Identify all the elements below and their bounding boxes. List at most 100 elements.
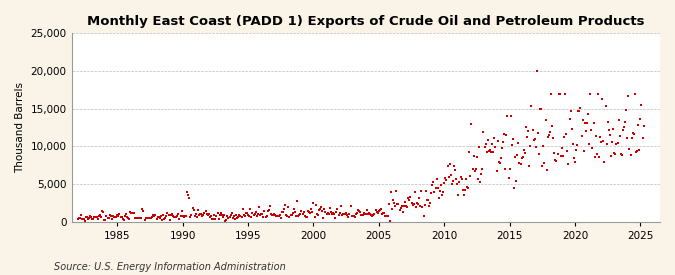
Point xyxy=(348,214,358,218)
Point xyxy=(402,205,412,209)
Point xyxy=(533,131,543,135)
Point xyxy=(207,217,217,221)
Point xyxy=(560,91,570,96)
Point xyxy=(118,218,129,222)
Point xyxy=(585,91,595,96)
Point xyxy=(254,213,265,218)
Point xyxy=(251,214,262,218)
Point xyxy=(558,154,568,159)
Point xyxy=(272,214,283,218)
Point xyxy=(513,141,524,146)
Point xyxy=(610,152,621,157)
Point xyxy=(587,146,598,150)
Point xyxy=(491,169,502,174)
Point xyxy=(114,211,125,216)
Point xyxy=(421,198,432,203)
Point xyxy=(217,213,227,217)
Point xyxy=(339,211,350,216)
Point xyxy=(596,140,607,145)
Point xyxy=(504,167,515,172)
Point xyxy=(527,128,538,132)
Point xyxy=(164,218,175,222)
Point xyxy=(433,196,444,200)
Point xyxy=(203,212,214,217)
Point xyxy=(307,210,318,214)
Point xyxy=(96,215,107,219)
Point xyxy=(469,169,480,173)
Point xyxy=(458,193,469,198)
Point xyxy=(213,217,224,222)
Point xyxy=(401,204,412,208)
Point xyxy=(614,134,625,139)
Point xyxy=(613,117,624,122)
Point xyxy=(288,207,299,211)
Point xyxy=(316,205,327,209)
Point xyxy=(446,173,456,177)
Point xyxy=(325,210,336,214)
Point xyxy=(161,213,171,218)
Point xyxy=(346,213,357,218)
Point xyxy=(284,215,295,219)
Point xyxy=(98,210,109,214)
Point xyxy=(541,168,552,172)
Point xyxy=(252,212,263,216)
Point xyxy=(291,214,302,218)
Point xyxy=(556,154,566,158)
Point xyxy=(245,207,256,211)
Point xyxy=(212,211,223,216)
Point xyxy=(222,213,233,218)
Point xyxy=(246,214,256,219)
Point xyxy=(539,161,550,165)
Point xyxy=(545,91,556,96)
Point xyxy=(197,214,208,218)
Point xyxy=(566,126,577,131)
Point xyxy=(487,142,497,146)
Point xyxy=(250,210,261,214)
Point xyxy=(535,107,545,111)
Point xyxy=(378,210,389,215)
Point xyxy=(618,128,628,132)
Point xyxy=(273,214,284,218)
Point xyxy=(86,214,97,219)
Point xyxy=(167,214,178,218)
Title: Monthly East Coast (PADD 1) Exports of Crude Oil and Petroleum Products: Monthly East Coast (PADD 1) Exports of C… xyxy=(87,15,645,28)
Point xyxy=(383,202,394,207)
Point xyxy=(572,143,583,148)
Point xyxy=(449,163,460,168)
Point xyxy=(181,213,192,218)
Point xyxy=(579,121,590,125)
Point xyxy=(144,216,155,220)
Point xyxy=(373,209,384,214)
Point xyxy=(534,152,545,156)
Point xyxy=(82,215,92,219)
Point xyxy=(234,212,245,217)
Point xyxy=(318,216,329,221)
Point xyxy=(292,199,302,203)
Point xyxy=(338,211,348,216)
Point xyxy=(350,212,361,216)
Point xyxy=(416,189,427,193)
Point xyxy=(525,144,536,148)
Point xyxy=(481,150,492,155)
Point xyxy=(517,155,528,159)
Point xyxy=(578,149,589,153)
Point xyxy=(418,213,429,218)
Point xyxy=(141,215,152,220)
Point xyxy=(398,204,409,208)
Point xyxy=(139,218,150,222)
Point xyxy=(502,114,513,119)
Point xyxy=(356,213,367,218)
Point xyxy=(340,212,350,216)
Point xyxy=(634,148,645,152)
Point xyxy=(599,160,610,164)
Point xyxy=(95,213,105,217)
Point xyxy=(275,216,286,220)
Point xyxy=(493,160,504,165)
Point xyxy=(309,214,320,219)
Point xyxy=(248,213,259,217)
Point xyxy=(183,193,194,197)
Point xyxy=(603,128,614,132)
Point xyxy=(366,213,377,217)
Point xyxy=(479,145,490,149)
Point xyxy=(398,210,408,214)
